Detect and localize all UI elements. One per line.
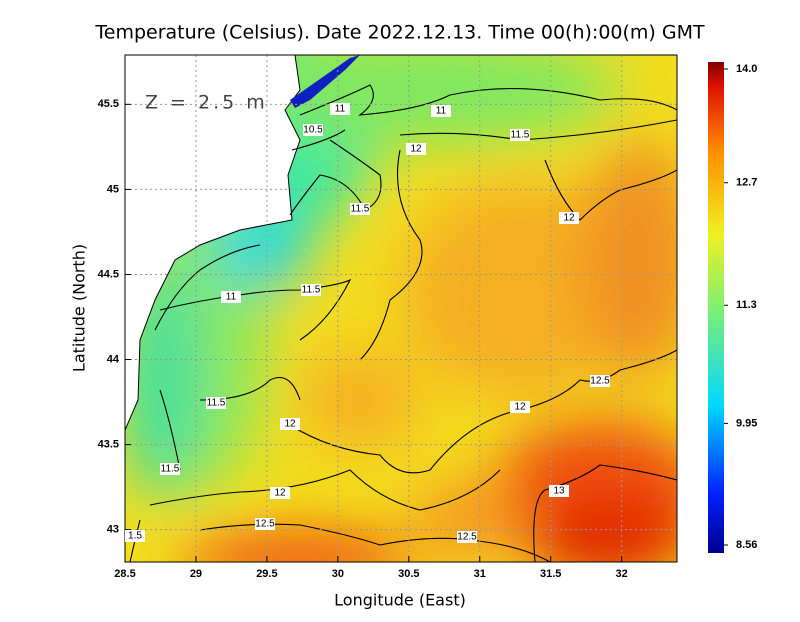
grid (124, 55, 677, 562)
x-tick-label: 28.5 (114, 568, 135, 580)
contour-label: 11 (335, 104, 346, 115)
y-tick-label: 45 (107, 183, 119, 195)
y-tick-label: 43 (107, 524, 119, 536)
colorbar (708, 62, 724, 553)
contour-label-bg (301, 284, 321, 296)
x-axis-label: Longitude (East) (334, 591, 466, 610)
contour-label: 12 (284, 419, 296, 430)
contour-label-bg (206, 397, 226, 409)
depth-annotation: Z = 2.5 m (145, 92, 268, 114)
x-tick-label: 29.5 (256, 568, 277, 580)
contour-label-bg (125, 530, 145, 542)
contour-label: 12 (563, 213, 575, 224)
contour-label: 10.5 (303, 125, 323, 136)
y-tick-label: 44.5 (98, 268, 119, 280)
y-tick-label: 43.5 (98, 439, 119, 451)
contour-label: 12.5 (255, 519, 275, 530)
colorbar-label: 14.0 (736, 63, 757, 75)
colorbar-label: 8.56 (736, 539, 757, 551)
contour-label: 11.5 (511, 130, 530, 141)
frame (124, 54, 678, 563)
colorbar-label: 12.7 (736, 177, 757, 189)
colorbar-label: 11.3 (736, 299, 757, 311)
y-tick-label: 44 (107, 353, 120, 365)
contour-label-bg (559, 212, 579, 224)
colorbar-label: 9.95 (736, 417, 757, 429)
contour-label: 1.5 (128, 531, 142, 542)
contour-label: 12.5 (457, 532, 477, 543)
contour-label: 11.5 (207, 398, 226, 409)
contour-label: 11 (436, 106, 447, 117)
y-tick-label: 45.5 (98, 98, 119, 110)
contour-label: 11.5 (351, 204, 370, 215)
contour-label-bg (303, 124, 323, 136)
contour-label-bg (255, 518, 275, 530)
contour-label: 11 (226, 292, 237, 303)
field (125, 55, 677, 562)
x-tick-label: 31.5 (540, 568, 561, 580)
x-tick-label: 31 (474, 568, 486, 580)
contour-label-bg (457, 531, 477, 543)
contour-label-bg (280, 418, 300, 430)
contour-label-bg (510, 129, 530, 141)
contour-label-bg (510, 401, 530, 413)
x-tick-label: 32 (616, 568, 628, 580)
contour-label: 13 (553, 486, 565, 497)
contour-label: 11.5 (161, 464, 180, 475)
contour-label-bg (330, 103, 350, 115)
x-tick-label: 30 (332, 568, 344, 580)
contour-label: 12 (514, 402, 526, 413)
contour-label: 12 (274, 488, 286, 499)
contour-label-bg (350, 203, 370, 215)
contour-label: 12 (410, 144, 422, 155)
contour-label-bg (590, 375, 610, 387)
title: Temperature (Celsius). Date 2022.12.13. … (94, 22, 705, 44)
contour-label-bg (221, 291, 241, 303)
contour-label-bg (431, 105, 451, 117)
contour-label-bg (406, 143, 426, 155)
contour-label: 12.5 (590, 376, 610, 387)
contour-label-bg (270, 487, 290, 499)
contour-label-bg (160, 463, 180, 475)
x-tick-label: 30.5 (398, 568, 419, 580)
x-tick-label: 29 (190, 568, 202, 580)
contour-label-bg (549, 485, 569, 497)
y-axis-label: Latitude (North) (70, 244, 89, 372)
contour-label: 11.5 (302, 285, 321, 296)
